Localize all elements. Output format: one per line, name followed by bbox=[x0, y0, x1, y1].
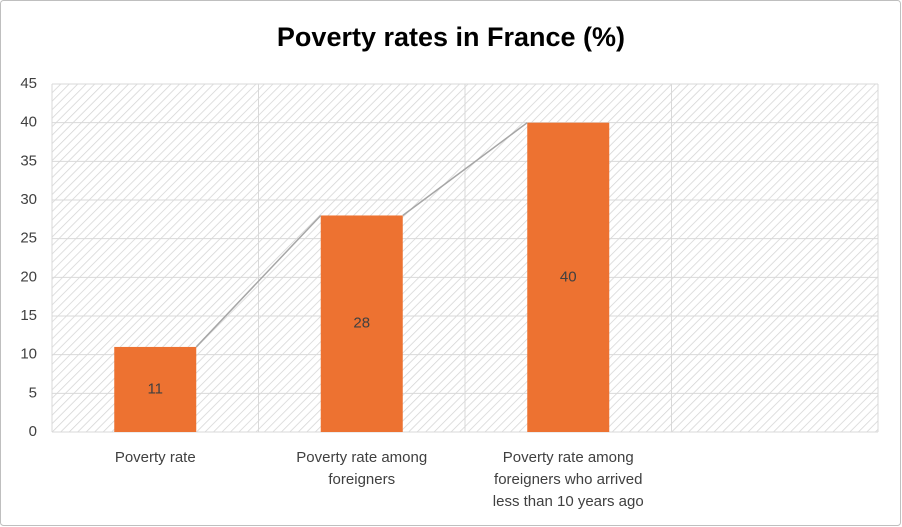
data-label: 40 bbox=[560, 268, 577, 285]
chart-title: Poverty rates in France (%) bbox=[277, 22, 625, 52]
bar bbox=[527, 122, 610, 433]
y-tick-label: 25 bbox=[20, 230, 37, 247]
bar bbox=[114, 346, 197, 432]
y-tick-label: 10 bbox=[20, 346, 37, 363]
x-tick-label: Poverty rate among foreigners who arrived… bbox=[493, 449, 644, 510]
y-tick-label: 45 bbox=[20, 75, 37, 92]
y-tick-label: 40 bbox=[20, 114, 37, 131]
x-tick-label: Poverty rate bbox=[115, 449, 196, 466]
bar bbox=[320, 215, 403, 432]
series-line bbox=[402, 122, 528, 217]
data-label: 28 bbox=[353, 315, 370, 332]
y-tick-label: 20 bbox=[20, 268, 37, 285]
y-tick-label: 0 bbox=[29, 423, 37, 440]
y-tick-label: 35 bbox=[20, 152, 37, 169]
y-tick-label: 15 bbox=[20, 307, 37, 324]
data-label: 11 bbox=[147, 380, 163, 397]
series-line bbox=[195, 214, 322, 348]
y-tick-label: 30 bbox=[20, 191, 37, 208]
y-tick-label: 5 bbox=[29, 384, 37, 401]
x-tick-label: Poverty rate among foreigners bbox=[296, 449, 427, 488]
